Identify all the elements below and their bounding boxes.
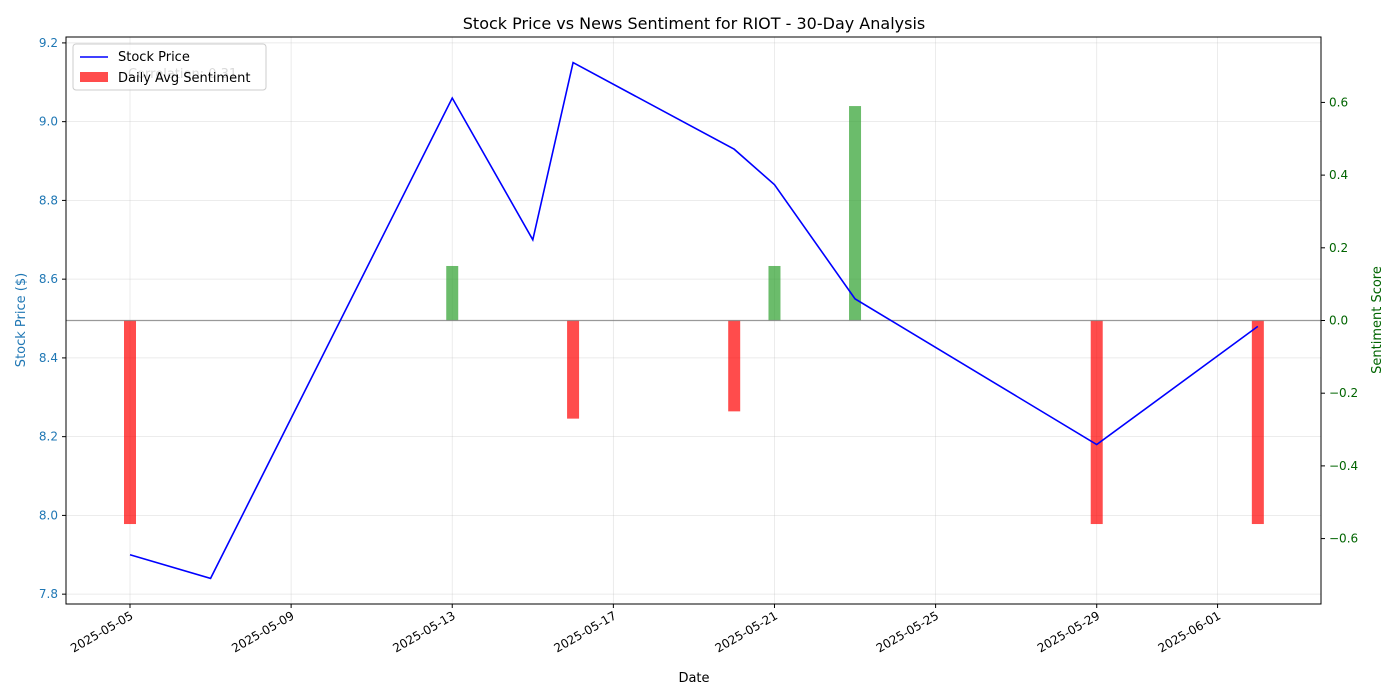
x-tick-label: 2025-06-01: [1156, 608, 1223, 655]
x-axis-label: Date: [678, 671, 709, 686]
sentiment-bar: [1090, 320, 1103, 525]
right-y-tick-label: 0.2: [1329, 241, 1348, 255]
sentiment-bar: [1251, 320, 1264, 525]
x-tick-label: 2025-05-13: [390, 608, 457, 655]
sentiment-bar: [124, 320, 136, 525]
right-y-tick-label: −0.2: [1329, 386, 1358, 400]
left-y-tick-label: 8.0: [39, 508, 58, 522]
left-y-tick-label: 9.0: [39, 115, 58, 129]
x-tick-label: 2025-05-17: [551, 608, 618, 655]
right-y-axis-label: Sentiment Score: [1370, 266, 1385, 374]
x-tick-label: 2025-05-25: [874, 608, 941, 655]
legend: Stock Price Daily Avg Sentiment Correlat…: [72, 43, 267, 91]
sentiment-bar: [446, 265, 459, 321]
correlation-annotation: Correlation: 0.31: [128, 67, 237, 82]
x-tick-label: 2025-05-09: [229, 608, 296, 655]
left-y-tick-label: 9.2: [39, 36, 58, 50]
left-y-tick-label: 8.8: [39, 193, 58, 207]
x-axis-ticks: 2025-05-05 2025-05-09 2025-05-13 2025-05-17…: [68, 604, 1223, 655]
stock-price-line: [129, 61, 1259, 580]
x-tick-label: 2025-05-21: [713, 608, 780, 655]
right-y-tick-label: −0.6: [1329, 532, 1358, 546]
right-y-tick-label: 0.4: [1329, 168, 1348, 182]
x-tick-label: 2025-05-05: [68, 608, 135, 655]
sentiment-bar: [728, 320, 741, 412]
left-y-tick-label: 8.6: [39, 272, 58, 286]
right-y-tick-label: 0.0: [1329, 314, 1348, 328]
sentiment-bar: [768, 265, 781, 321]
left-y-tick-label: 8.2: [39, 430, 58, 444]
sentiment-bars: [124, 106, 1264, 525]
x-tick-label: 2025-05-29: [1035, 608, 1102, 655]
chart-title: Stock Price vs News Sentiment for RIOT -…: [463, 14, 925, 33]
legend-box: [72, 43, 267, 91]
left-y-tick-label: 7.8: [39, 587, 58, 601]
left-y-axis-label: Stock Price ($): [14, 273, 29, 367]
sentiment-bar: [849, 106, 862, 321]
right-y-axis-ticks: −0.6 −0.4 −0.2 0.0 0.2 0.4 0.6: [1321, 95, 1358, 546]
legend-label-sentiment: Daily Avg Sentiment: [118, 71, 250, 86]
right-y-tick-label: −0.4: [1329, 459, 1358, 473]
legend-label-stock-price: Stock Price: [118, 50, 190, 65]
right-y-tick-label: 0.6: [1329, 95, 1348, 109]
left-y-tick-label: 8.4: [39, 351, 58, 365]
legend-swatch-sentiment: [80, 72, 108, 82]
left-y-axis-ticks: 7.8 8.0 8.2 8.4 8.6 8.8 9.0 9.2: [39, 36, 66, 601]
sentiment-bar: [567, 320, 580, 419]
